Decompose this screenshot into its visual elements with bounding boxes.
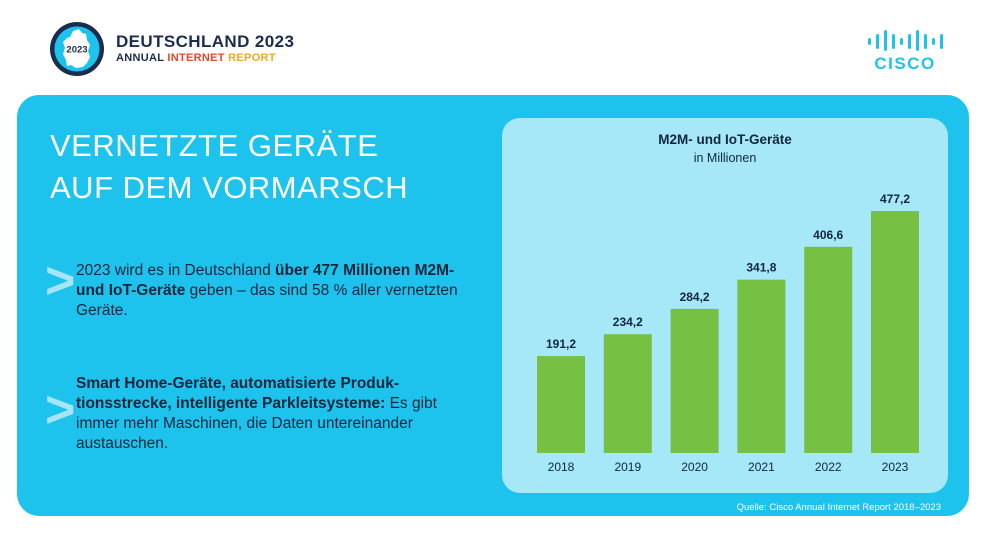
headline: VERNETZTE GERÄTE AUF DEM VORMARSCH — [50, 125, 408, 209]
bar-2020 — [670, 308, 719, 453]
category-label-2020: 2020 — [681, 460, 708, 474]
header: 2023 DEUTSCHLAND 2023 ANNUAL INTERNET RE… — [0, 0, 987, 90]
brand-subtitle-word2: INTERNET — [167, 52, 225, 64]
source-note: Quelle: Cisco Annual Internet Report 201… — [736, 502, 941, 513]
chart-title: M2M- und IoT-Geräte — [658, 132, 792, 147]
headline-line1: VERNETZTE GERÄTE — [50, 128, 379, 163]
value-label-2023: 477,2 — [880, 192, 910, 206]
bullet-text-2: Smart Home-Geräte, automatisierte Produk… — [76, 375, 437, 452]
chart-box: M2M- und IoT-Geräte in Millionen 191,2 20… — [502, 118, 948, 493]
category-label-2023: 2023 — [882, 460, 909, 474]
category-label-2019: 2019 — [614, 460, 641, 474]
badge-year: 2023 — [66, 45, 87, 56]
chart-subtitle: in Millionen — [693, 151, 757, 165]
brand-subtitle-word1: ANNUAL — [116, 52, 165, 64]
bar-2022 — [804, 246, 853, 453]
bar-2019 — [603, 334, 652, 453]
value-label-2022: 406,6 — [813, 228, 843, 242]
bar-chart: 191,2 2018 234,2 2019 284,2 2020 341,8 2021 406,… — [537, 192, 919, 474]
bullet-text-1: 2023 wird es in Deutschland über 477 Mil… — [76, 262, 458, 319]
brand-subtitle: ANNUAL INTERNET REPORT — [116, 52, 276, 64]
main-panel: VERNETZTE GERÄTE AUF DEM VORMARSCH > 202… — [17, 95, 969, 516]
cisco-logo: CISCO — [868, 30, 943, 72]
category-label-2018: 2018 — [548, 460, 575, 474]
bar-2021 — [737, 279, 786, 453]
category-label-2021: 2021 — [748, 460, 775, 474]
chevron-right-icon: > — [45, 252, 76, 310]
value-label-2019: 234,2 — [613, 315, 643, 329]
brand-title: DEUTSCHLAND 2023 — [116, 32, 295, 51]
category-label-2022: 2022 — [815, 460, 842, 474]
headline-line2: AUF DEM VORMARSCH — [50, 170, 409, 205]
germany-badge-icon: 2023 — [50, 22, 104, 76]
chevron-right-icon: > — [45, 381, 76, 439]
value-label-2020: 284,2 — [680, 290, 710, 304]
cisco-logo-text: CISCO — [874, 54, 935, 72]
bar-2023 — [871, 211, 919, 453]
value-label-2021: 341,8 — [746, 261, 776, 275]
value-label-2018: 191,2 — [546, 337, 576, 351]
bar-2018 — [537, 356, 585, 453]
brand-subtitle-word3: REPORT — [228, 52, 276, 64]
